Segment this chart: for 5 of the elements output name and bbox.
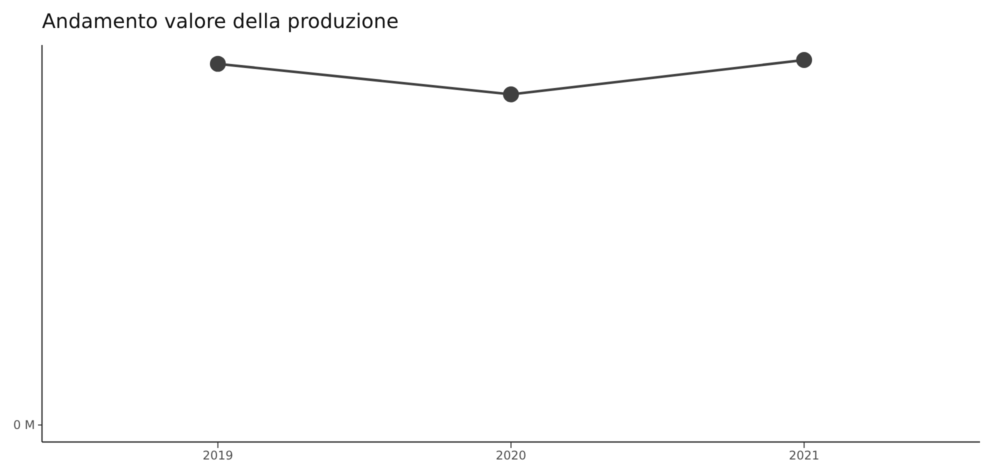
- x-tick-label: 2019: [202, 448, 234, 462]
- x-tick-label: 2020: [496, 448, 526, 462]
- chart-title: Andamento valore della produzione: [42, 9, 399, 33]
- x-tick-label: 2021: [788, 448, 820, 462]
- text: 0 M: [13, 418, 35, 432]
